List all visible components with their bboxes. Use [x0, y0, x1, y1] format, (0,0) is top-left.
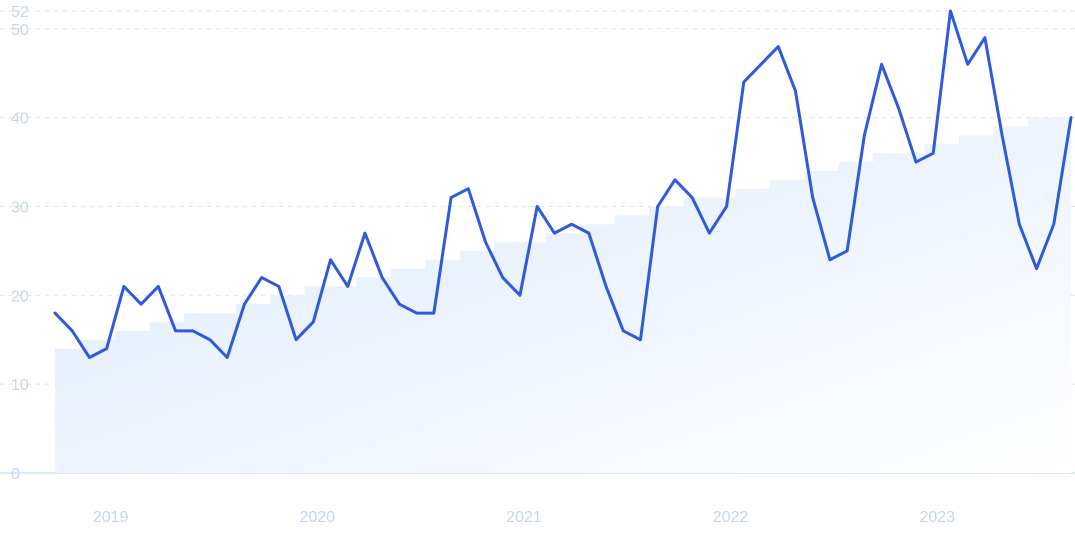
y-tick-label: 52: [11, 4, 29, 21]
data-point: [690, 196, 694, 200]
data-point: [432, 311, 436, 315]
data-point: [260, 276, 264, 280]
data-point: [53, 311, 57, 315]
data-point: [174, 329, 178, 333]
y-tick-label: 0: [11, 466, 20, 483]
data-point: [1017, 222, 1021, 226]
data-point: [329, 258, 333, 262]
data-point: [87, 356, 91, 360]
data-point: [725, 204, 729, 208]
data-point: [845, 249, 849, 253]
data-point: [397, 302, 401, 306]
data-point: [983, 36, 987, 40]
data-point: [122, 284, 126, 288]
data-point: [621, 329, 625, 333]
data-point: [862, 133, 866, 137]
data-point: [484, 240, 488, 244]
data-point: [638, 338, 642, 342]
data-point: [380, 276, 384, 280]
data-point: [1069, 116, 1073, 120]
data-point: [828, 258, 832, 262]
data-point: [277, 284, 281, 288]
data-point: [897, 107, 901, 111]
data-point: [363, 231, 367, 235]
data-point: [346, 284, 350, 288]
data-point: [466, 187, 470, 191]
data-point: [415, 311, 419, 315]
trend-area: [55, 117, 1071, 473]
data-point: [811, 196, 815, 200]
series-line: [53, 9, 1073, 360]
data-point: [1035, 267, 1039, 271]
data-point: [501, 276, 505, 280]
data-point: [1000, 133, 1004, 137]
x-tick-label: 2020: [300, 509, 336, 526]
y-tick-label: 10: [11, 377, 29, 394]
data-point: [673, 178, 677, 182]
data-point: [105, 347, 109, 351]
data-point: [191, 329, 195, 333]
trend-area-fill: [55, 117, 1071, 473]
data-point: [552, 231, 556, 235]
y-tick-label: 50: [11, 22, 29, 39]
y-tick-label: 20: [11, 288, 29, 305]
x-axis-tick-labels: 2019 2020 2021 2022 2023: [93, 509, 955, 526]
data-point: [931, 151, 935, 155]
data-point: [535, 204, 539, 208]
data-point: [208, 338, 212, 342]
data-point: [156, 284, 160, 288]
data-point: [880, 62, 884, 66]
y-tick-label: 40: [11, 111, 29, 128]
series-line-path: [53, 9, 1073, 359]
data-point: [294, 338, 298, 342]
data-point: [1052, 222, 1056, 226]
data-point: [948, 9, 952, 13]
data-point: [225, 356, 229, 360]
data-point: [311, 320, 315, 324]
data-point: [656, 204, 660, 208]
data-point: [242, 302, 246, 306]
data-point: [793, 89, 797, 93]
x-tick-label: 2019: [93, 509, 129, 526]
data-point: [966, 62, 970, 66]
data-point: [707, 231, 711, 235]
data-point: [604, 284, 608, 288]
x-tick-label: 2021: [506, 509, 542, 526]
data-point: [449, 196, 453, 200]
data-point: [759, 62, 763, 66]
y-tick-label: 30: [11, 199, 29, 216]
x-tick-label: 2022: [713, 509, 749, 526]
data-point: [518, 293, 522, 297]
x-tick-label: 2023: [919, 509, 955, 526]
data-point: [776, 45, 780, 49]
data-point: [139, 302, 143, 306]
data-point: [587, 231, 591, 235]
data-point: [914, 160, 918, 164]
data-point: [742, 80, 746, 84]
data-point: [570, 222, 574, 226]
data-point: [70, 329, 74, 333]
